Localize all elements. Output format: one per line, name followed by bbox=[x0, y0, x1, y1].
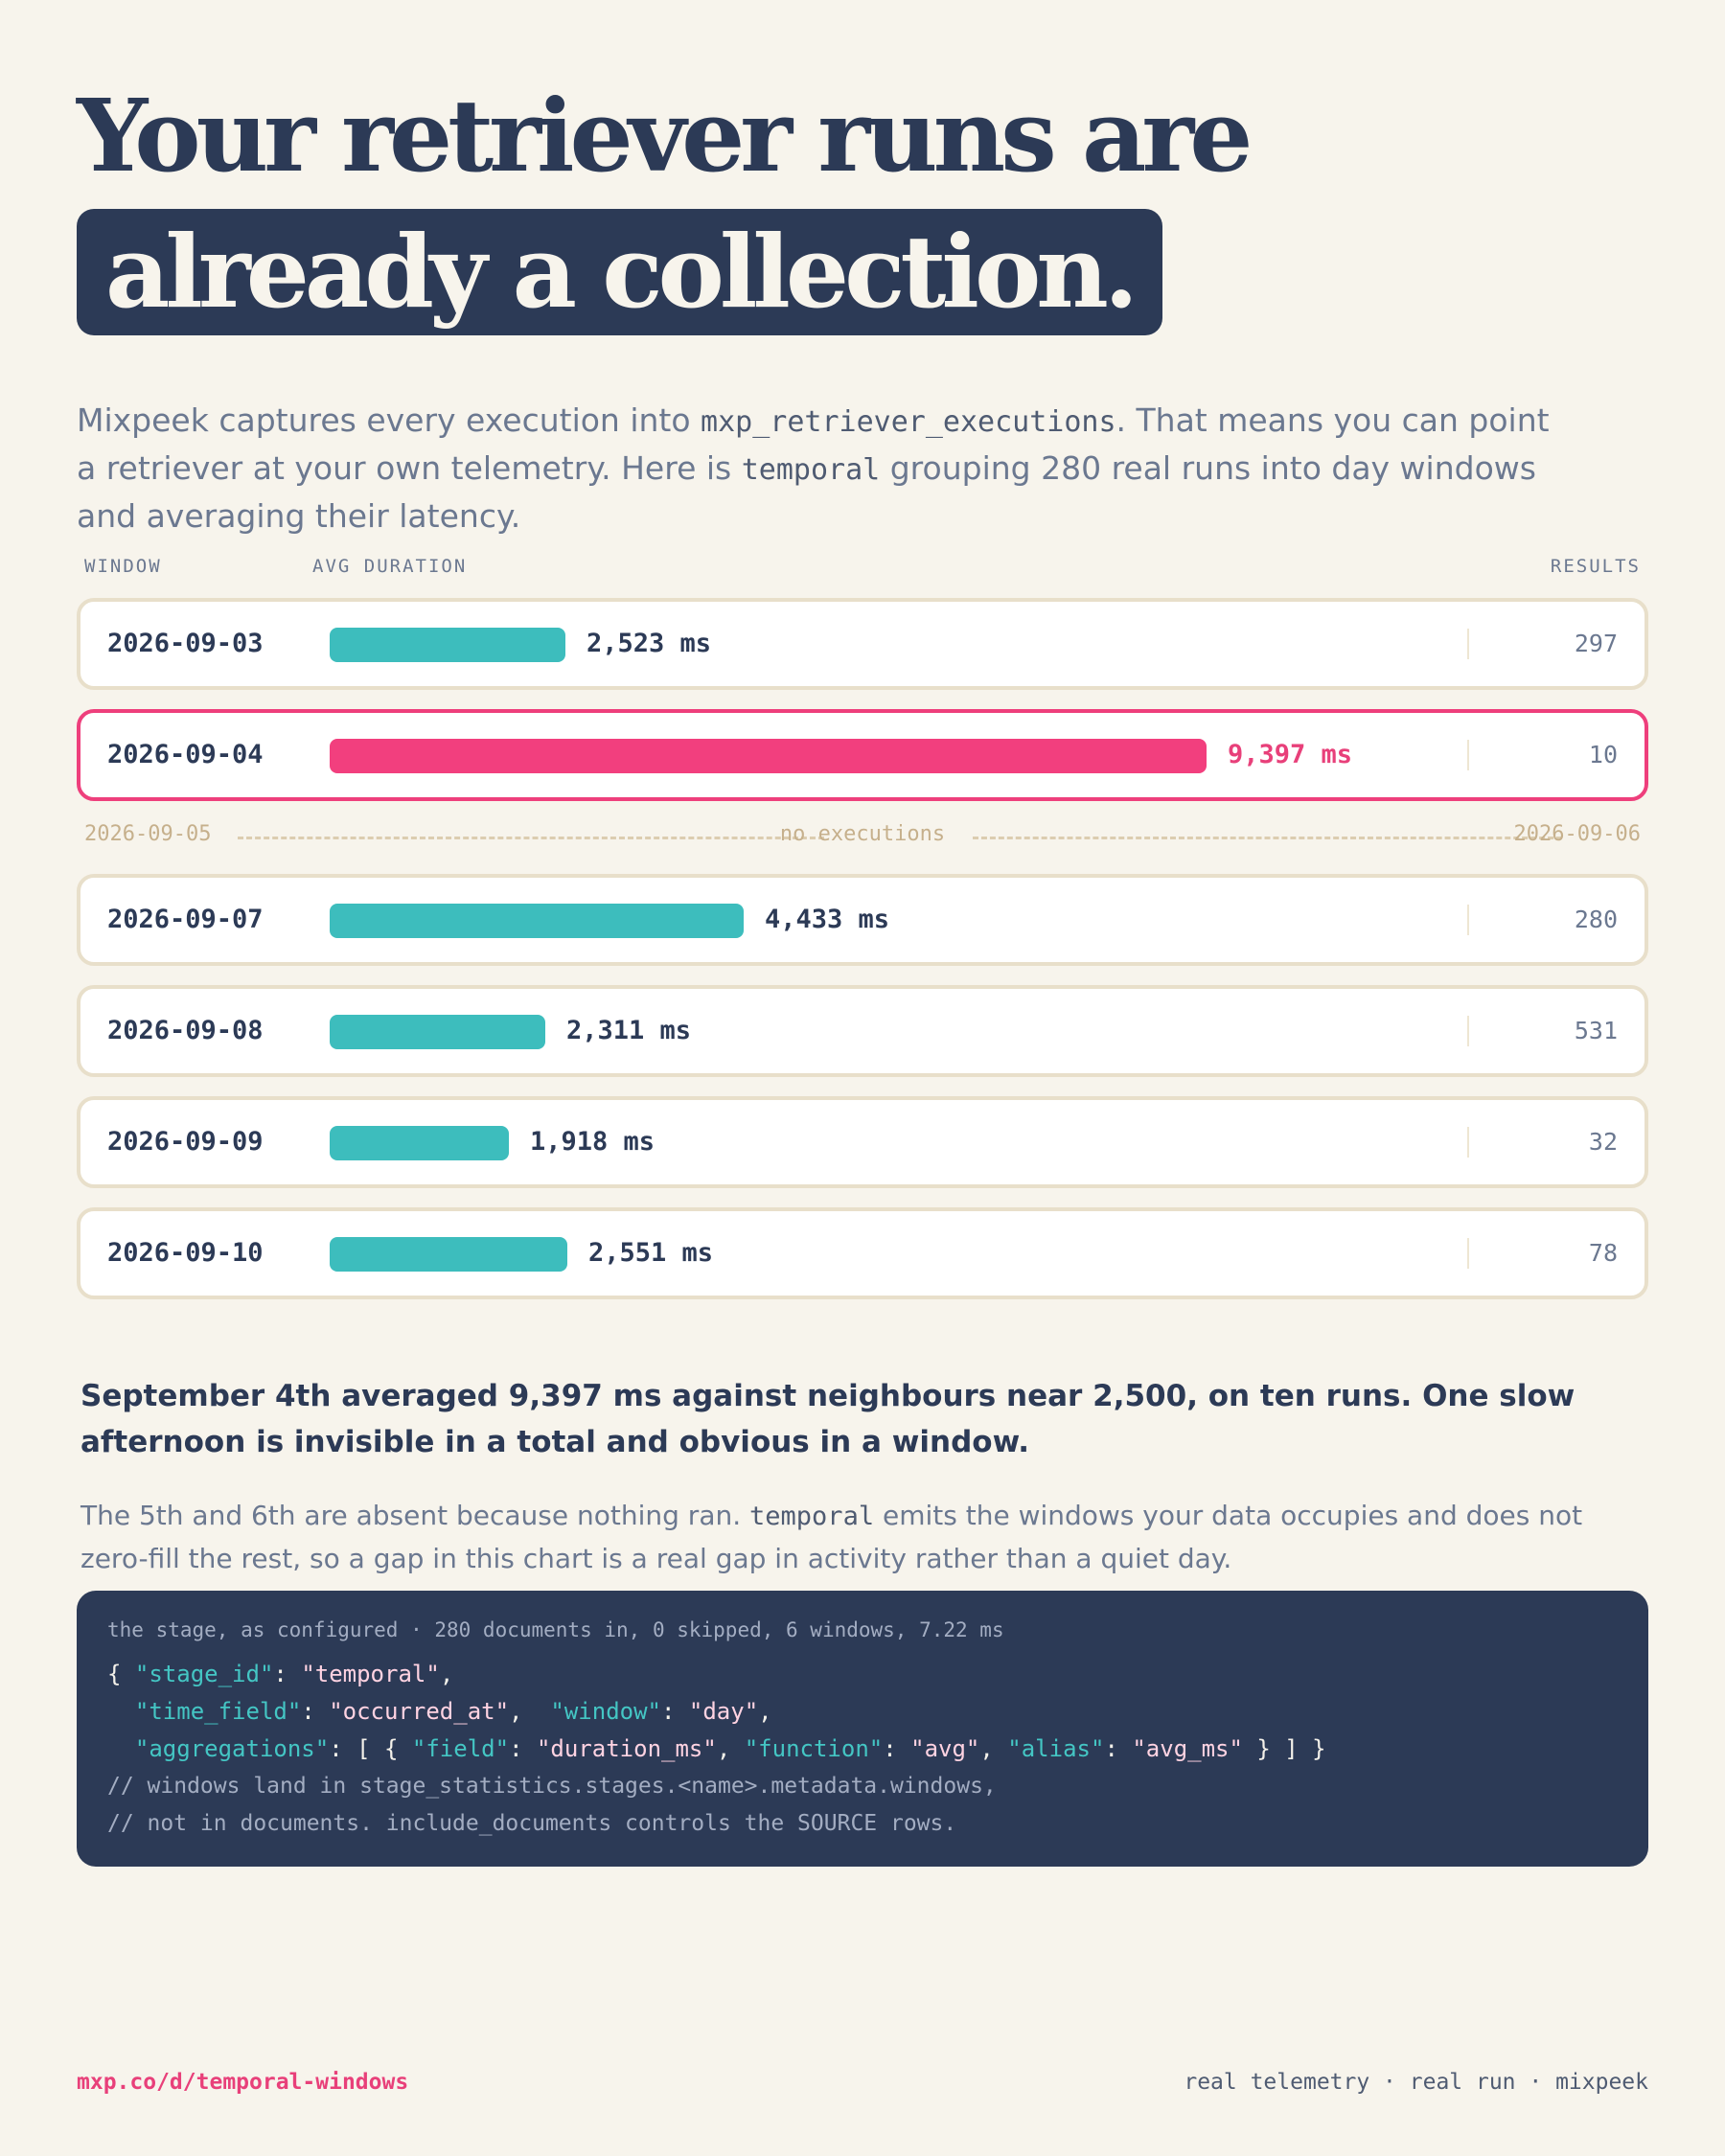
row-divider bbox=[1467, 1127, 1469, 1158]
intro-text-2: . That means you can point a retriever a… bbox=[77, 401, 1550, 487]
gap-note-text-2: emits the windows your data occupies and… bbox=[80, 1500, 1583, 1574]
duration-bar bbox=[330, 1015, 545, 1049]
code-line-3: "aggregations": [ { "field": "duration_m… bbox=[134, 1735, 1326, 1762]
column-header-avg-duration: AVG DURATION bbox=[312, 556, 468, 577]
gap-note: The 5th and 6th are absent because nothi… bbox=[80, 1495, 1643, 1580]
chart-row-2026-09-09: 2026-09-09 1,918 ms 32 bbox=[77, 1096, 1648, 1188]
results-count: 78 bbox=[1588, 1239, 1618, 1267]
takeaway-text: September 4th averaged 9,397 ms against … bbox=[80, 1379, 1576, 1459]
results-count: 531 bbox=[1574, 1017, 1618, 1044]
duration-bar bbox=[330, 904, 744, 938]
row-divider bbox=[1467, 905, 1469, 935]
results-count: 297 bbox=[1574, 630, 1618, 657]
duration-bar bbox=[330, 628, 565, 662]
intro-code-collection: mxp_retriever_executions bbox=[701, 405, 1116, 439]
row-window-date: 2026-09-08 bbox=[107, 1016, 264, 1045]
footer-link[interactable]: mxp.co/d/temporal-windows bbox=[77, 2070, 409, 2095]
row-window-date: 2026-09-10 bbox=[107, 1238, 264, 1268]
duration-label: 2,551 ms bbox=[588, 1238, 714, 1268]
gap-row: 2026-09-05 no executions 2026-09-06 bbox=[77, 822, 1648, 851]
intro-text-1: Mixpeek captures every execution into bbox=[77, 401, 702, 439]
chart-row-2026-09-10: 2026-09-10 2,551 ms 78 bbox=[77, 1207, 1648, 1299]
code-comment-1: // windows land in stage_statistics.stag… bbox=[107, 1774, 997, 1799]
footer-tagline: real telemetry · real run · mixpeek bbox=[1184, 2070, 1648, 2095]
row-divider bbox=[1467, 629, 1469, 659]
intro-text-3: grouping 280 real runs into day windows … bbox=[77, 449, 1536, 535]
chart-row-2026-09-07: 2026-09-07 4,433 ms 280 bbox=[77, 874, 1648, 966]
column-header-results: RESULTS bbox=[1550, 556, 1641, 577]
results-count: 10 bbox=[1588, 741, 1618, 768]
code-line-2: "time_field": "occurred_at", "window": "… bbox=[134, 1698, 772, 1725]
intro-code-stage: temporal bbox=[741, 453, 881, 487]
chart-row-2026-09-03: 2026-09-03 2,523 ms 297 bbox=[77, 598, 1648, 690]
row-window-date: 2026-09-03 bbox=[107, 629, 264, 658]
duration-bar bbox=[330, 739, 1207, 773]
row-window-date: 2026-09-09 bbox=[107, 1127, 264, 1157]
gap-note-code: temporal bbox=[749, 1502, 875, 1531]
row-divider bbox=[1467, 1238, 1469, 1269]
code-line-1: { "stage_id": "temporal", bbox=[107, 1661, 454, 1687]
duration-bar bbox=[330, 1126, 509, 1160]
gap-note-text-1: The 5th and 6th are absent because nothi… bbox=[80, 1500, 750, 1531]
duration-bar bbox=[330, 1237, 567, 1272]
duration-label: 9,397 ms bbox=[1228, 740, 1353, 769]
results-count: 280 bbox=[1574, 906, 1618, 933]
intro-paragraph: Mixpeek captures every execution into mx… bbox=[77, 398, 1572, 539]
chart-row-2026-09-04: 2026-09-04 9,397 ms 10 bbox=[77, 709, 1648, 801]
duration-label: 4,433 ms bbox=[765, 905, 890, 934]
gap-dash-right bbox=[973, 837, 1562, 839]
duration-label: 2,311 ms bbox=[566, 1016, 692, 1045]
gap-label: no executions bbox=[779, 822, 946, 846]
headline-line-2-highlighted: already a collection. bbox=[77, 209, 1163, 335]
gap-start-date: 2026-09-05 bbox=[84, 822, 212, 846]
results-count: 32 bbox=[1588, 1128, 1618, 1156]
chart-row-2026-09-08: 2026-09-08 2,311 ms 531 bbox=[77, 985, 1648, 1077]
stage-config-code-block: the stage, as configured · 280 documents… bbox=[77, 1591, 1648, 1867]
row-window-date: 2026-09-04 bbox=[107, 740, 264, 769]
row-divider bbox=[1467, 740, 1469, 770]
code-caption: the stage, as configured · 280 documents… bbox=[107, 1618, 1004, 1641]
duration-label: 1,918 ms bbox=[530, 1127, 656, 1157]
column-header-window: WINDOW bbox=[84, 556, 162, 577]
code-comment-2: // not in documents. include_documents c… bbox=[107, 1811, 957, 1836]
row-divider bbox=[1467, 1016, 1469, 1046]
headline-line-1: Your retriever runs are bbox=[77, 77, 1253, 195]
row-window-date: 2026-09-07 bbox=[107, 905, 264, 934]
duration-label: 2,523 ms bbox=[586, 629, 712, 658]
gap-end-date: 2026-09-06 bbox=[1513, 822, 1641, 846]
gap-dash-left bbox=[238, 837, 824, 839]
